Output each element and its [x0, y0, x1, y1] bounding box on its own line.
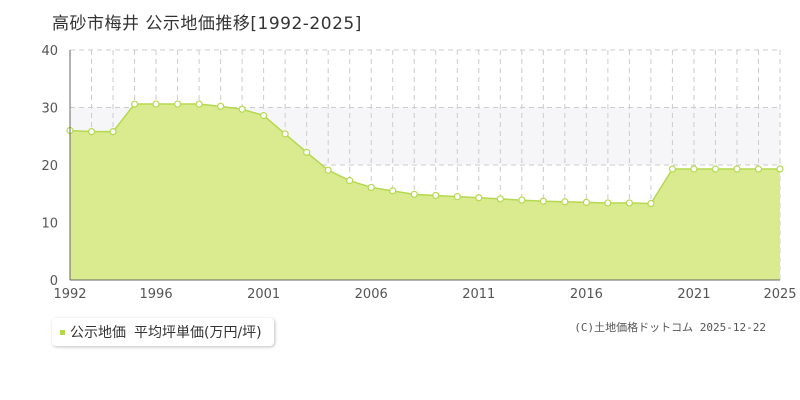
series-line	[69, 103, 780, 205]
series-area	[70, 104, 780, 280]
y-tick-label: 30	[41, 102, 58, 117]
data-point	[367, 183, 375, 192]
x-tick-label: 1992	[53, 287, 86, 302]
legend-unit-label: 平均坪単価(万円/坪)	[134, 325, 262, 341]
data-point	[625, 199, 633, 207]
legend-series-label: 公示地価	[70, 325, 126, 341]
data-point	[776, 165, 784, 173]
chart-title: 高砂市梅井 公示地価推移[1992-2025]	[52, 14, 362, 34]
x-tick-label: 2016	[570, 287, 603, 302]
y-tick-label: 0	[50, 274, 58, 289]
data-point	[711, 165, 720, 173]
data-point	[475, 194, 483, 202]
data-point	[432, 191, 440, 200]
data-point	[453, 193, 461, 201]
data-point	[518, 196, 526, 204]
data-point	[152, 100, 160, 108]
x-tick-label: 1996	[140, 287, 173, 302]
data-point	[217, 102, 225, 110]
data-point	[281, 130, 289, 138]
data-point	[754, 165, 763, 173]
data-point	[604, 199, 612, 207]
data-point	[109, 128, 117, 136]
data-point	[173, 100, 182, 108]
data-point	[733, 165, 741, 173]
data-point	[668, 165, 677, 173]
y-tick-label: 20	[41, 159, 58, 174]
x-tick-label: 2021	[677, 287, 710, 302]
data-point	[324, 166, 332, 174]
data-point	[260, 111, 268, 120]
data-point	[87, 128, 96, 136]
data-point	[690, 165, 698, 173]
y-tick-label: 10	[41, 217, 58, 232]
legend-marker-icon	[60, 329, 65, 335]
data-point	[539, 197, 547, 205]
x-tick-label: 2011	[462, 287, 495, 302]
data-point	[647, 199, 655, 208]
y-tick-label: 40	[41, 44, 58, 59]
copyright-credit: (C)土地価格ドットコム 2025-12-22	[574, 321, 766, 334]
data-point	[389, 187, 397, 195]
data-point	[238, 105, 246, 113]
legend: 公示地価 平均坪単価(万円/坪)	[52, 318, 274, 346]
x-tick-label: 2001	[247, 287, 280, 302]
data-point	[582, 198, 590, 206]
data-point	[410, 190, 418, 198]
x-tick-label: 2025	[763, 287, 796, 302]
data-point	[130, 100, 139, 108]
x-tick-label: 2006	[355, 287, 388, 302]
data-point	[195, 100, 203, 108]
data-point	[303, 148, 311, 156]
data-point	[346, 176, 354, 185]
data-point	[496, 195, 504, 203]
data-point	[561, 198, 569, 206]
